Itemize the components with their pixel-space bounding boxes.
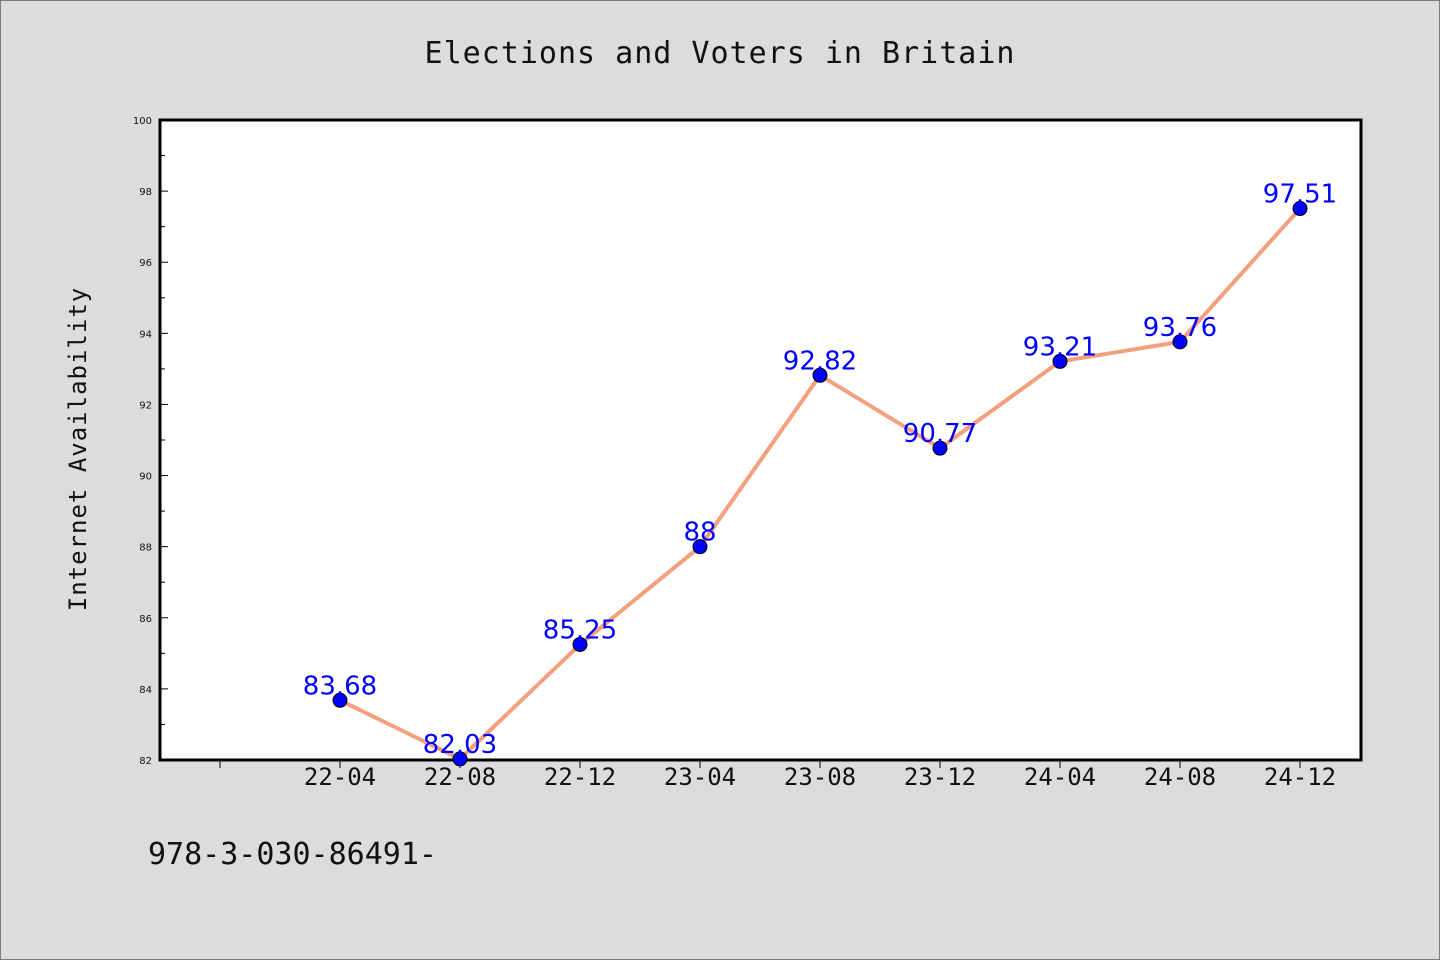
data-point [1172, 334, 1188, 350]
data-label: 83.68 [303, 671, 377, 701]
data-label: 88 [683, 518, 716, 548]
y-tick-label: 100 [133, 116, 152, 127]
plot-area [158, 118, 1363, 762]
y-axis-label: Internet Availability [64, 287, 92, 611]
x-tick-label: 24-04 [1024, 763, 1096, 791]
y-axis: 82 84 86 88 90 92 94 96 98 100 [133, 116, 168, 767]
data-point [452, 751, 468, 767]
data-point [932, 440, 948, 456]
y-tick-label: 90 [139, 472, 152, 483]
data-label: 92.82 [783, 346, 857, 376]
x-tick-label: 22-12 [544, 763, 616, 791]
y-tick-label: 92 [139, 400, 152, 411]
chart-title: Elections and Voters in Britain [425, 36, 1016, 71]
y-tick-label: 86 [139, 614, 152, 625]
y-tick-label: 88 [139, 543, 152, 554]
x-axis: 22-04 22-08 22-12 23-04 23-08 23-12 24-04 24-08… [219, 760, 1336, 791]
y-tick-label: 94 [139, 329, 152, 340]
x-tick-label: 22-04 [304, 763, 376, 791]
data-label: 97.51 [1263, 180, 1337, 210]
data-label: 85.25 [543, 615, 617, 645]
x-tick-label: 23-08 [784, 763, 856, 791]
x-tick-label: 23-04 [664, 763, 736, 791]
series-group: 83.68 82.03 85.25 88 92.82 90.77 93.21 93.76 97.… [303, 180, 1337, 767]
data-point [332, 692, 348, 708]
y-tick-label: 82 [139, 756, 152, 767]
data-label: 82.03 [423, 730, 497, 760]
x-tick-label: 24-12 [1264, 763, 1336, 791]
data-label: 93.21 [1023, 332, 1097, 362]
x-tick-label: 23-12 [904, 763, 976, 791]
data-point [812, 367, 828, 383]
y-tick-label: 96 [139, 258, 152, 269]
data-label: 93.76 [1143, 313, 1217, 343]
footer-text: 978-3-030-86491- [148, 837, 437, 872]
data-point [692, 539, 708, 555]
y-tick-label: 84 [139, 685, 152, 696]
x-tick-label: 22-08 [424, 763, 496, 791]
data-point [1292, 201, 1308, 217]
data-label: 90.77 [903, 419, 977, 449]
y-tick-label: 98 [139, 187, 152, 198]
data-point [572, 636, 588, 652]
data-point [1052, 353, 1068, 369]
x-tick-label: 24-08 [1144, 763, 1216, 791]
